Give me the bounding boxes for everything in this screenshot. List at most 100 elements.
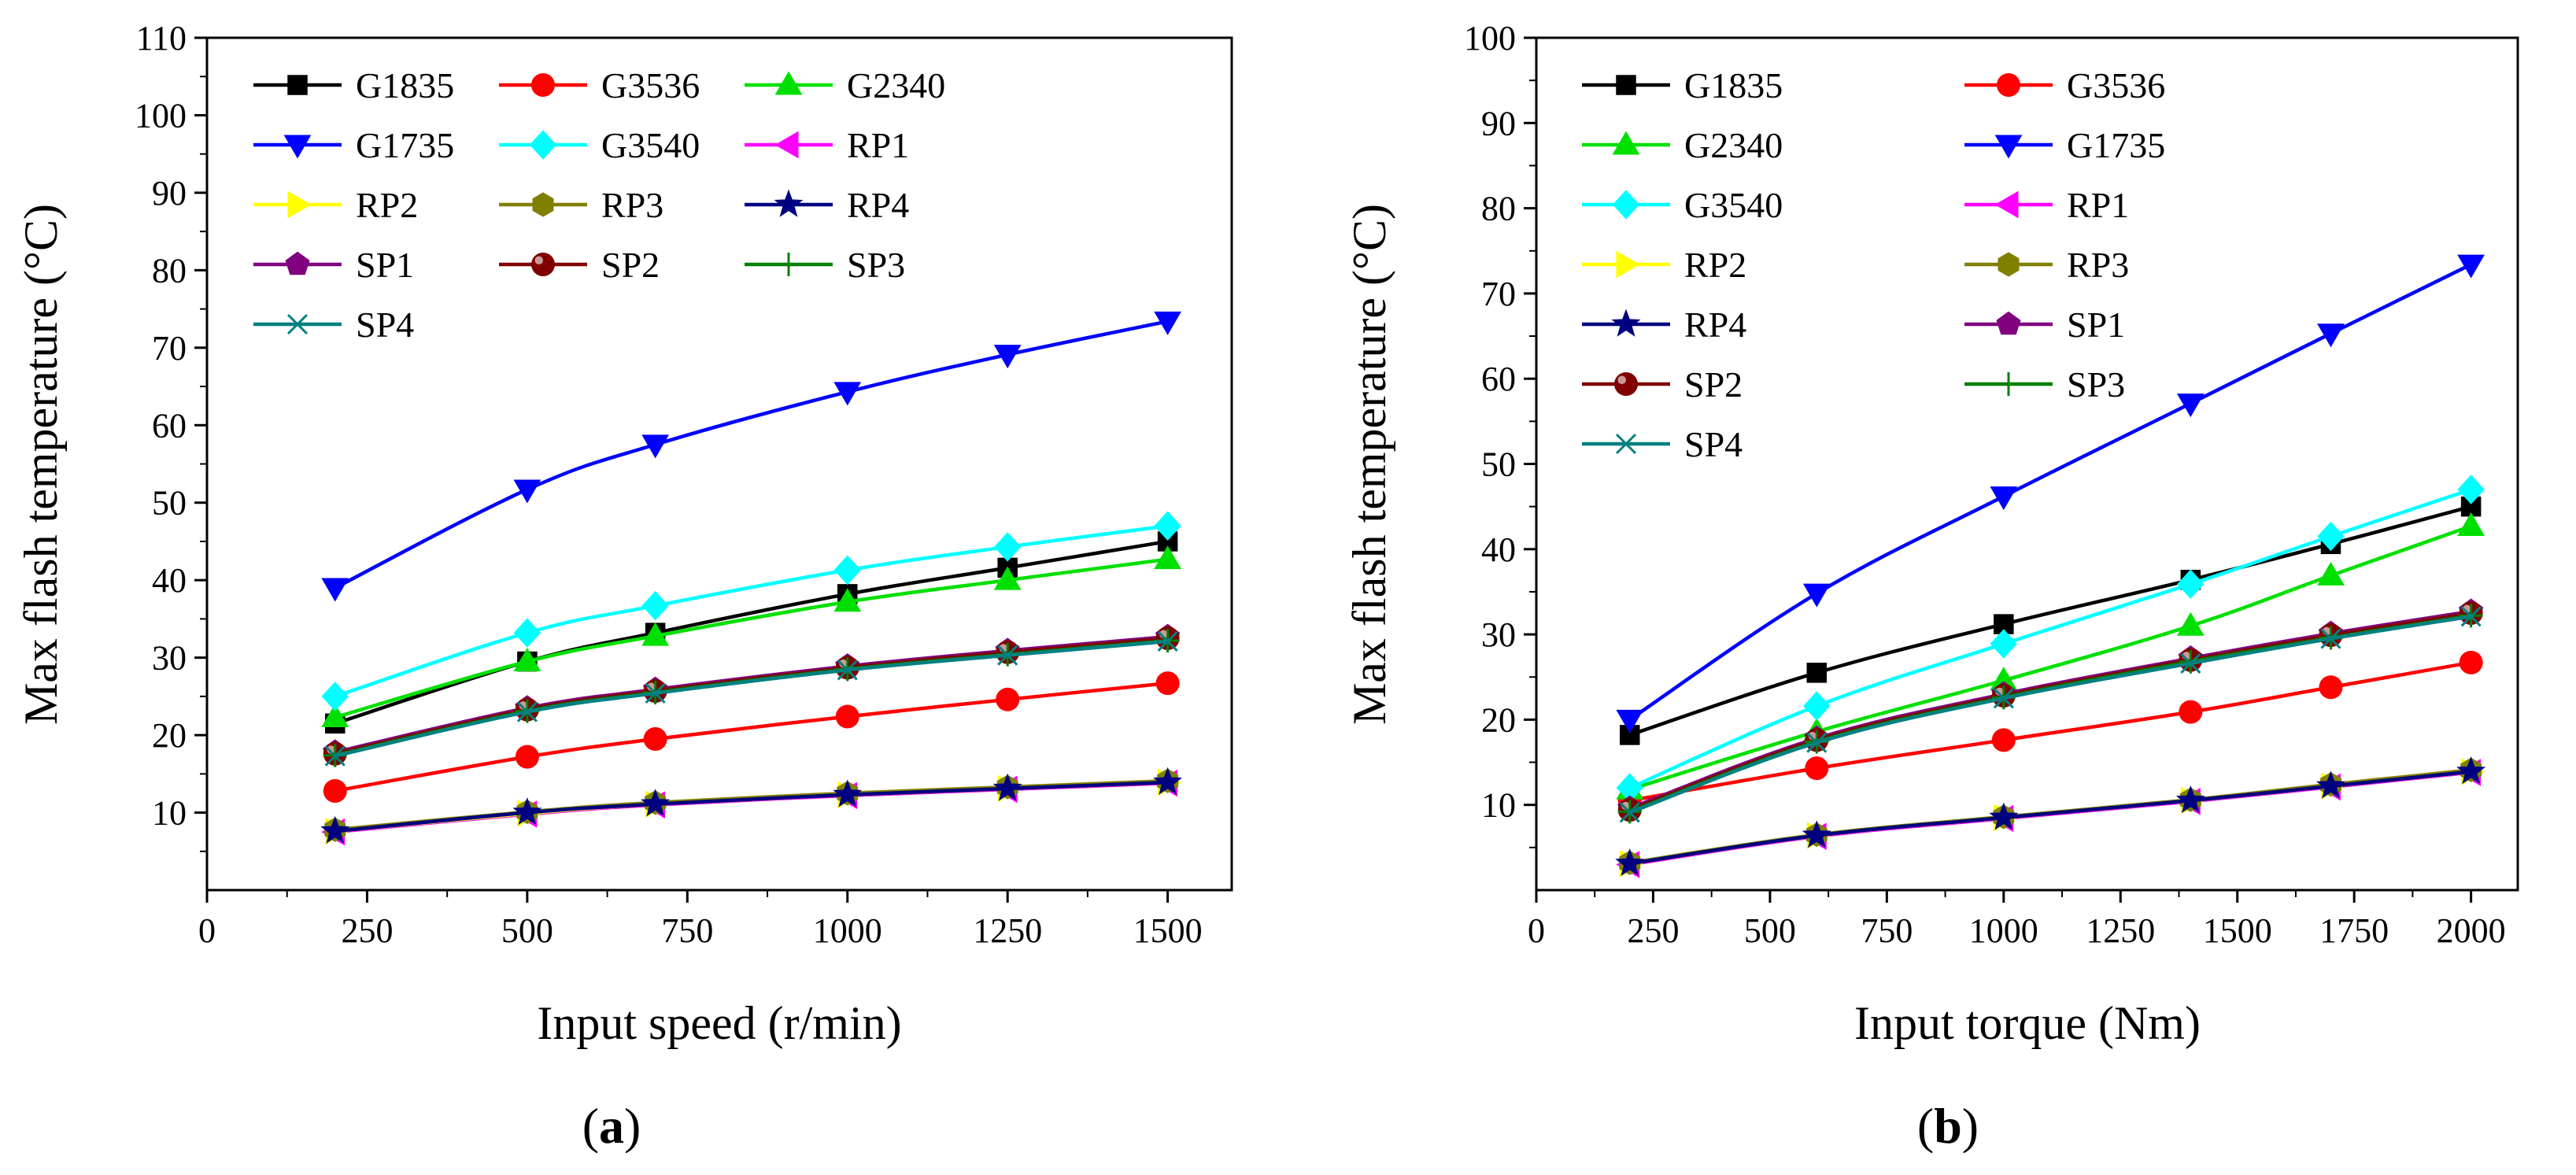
data-point-g1735 xyxy=(2176,394,2205,418)
legend-marker-sp2 xyxy=(531,253,555,276)
y-tick-label: 100 xyxy=(135,96,187,135)
data-point-rp4 xyxy=(1153,767,1183,795)
data-point-g2340 xyxy=(833,588,862,612)
legend-marker-g1835 xyxy=(287,75,308,95)
data-point-g1735 xyxy=(1616,709,1644,733)
series-layer xyxy=(1615,254,2486,878)
legend-label: SP4 xyxy=(356,305,414,345)
series-rp4 xyxy=(1615,756,2486,877)
legend-label: SP2 xyxy=(1684,364,1743,405)
series-g1835 xyxy=(325,531,1178,734)
x-axis-title: Input torque (Nm) xyxy=(1854,997,2201,1049)
series-rp2 xyxy=(325,768,1182,845)
data-point-g1735 xyxy=(1802,583,1831,608)
legend-label: G3540 xyxy=(1684,185,1783,225)
legend-label: RP3 xyxy=(601,185,663,225)
x-tick-label: 1500 xyxy=(1133,911,1203,950)
series-line-rp4 xyxy=(334,780,1168,833)
series-line-sp2 xyxy=(1628,611,2471,812)
y-tick-label: 50 xyxy=(152,484,187,523)
legend-marker-sp1 xyxy=(285,251,310,275)
legend-marker-g3540 xyxy=(529,130,557,160)
legend-label: G2340 xyxy=(1684,125,1783,165)
legend-item-g2340: G2340 xyxy=(745,65,945,105)
series-g1735 xyxy=(321,311,1181,602)
x-tick-label: 1500 xyxy=(2203,911,2272,950)
x-tick-label: 1750 xyxy=(2319,911,2389,950)
x-axis-title: Input speed (r/min) xyxy=(537,997,901,1049)
series-line-g3540 xyxy=(1628,487,2472,790)
legend-marker-sp3 xyxy=(777,253,800,276)
legend-item-rp1: RP1 xyxy=(745,125,909,165)
legend-item-g3536: G3536 xyxy=(499,65,700,105)
series-g1835 xyxy=(1620,496,2482,745)
legend-item-g3540: G3540 xyxy=(1582,185,1783,225)
data-point-rp4 xyxy=(2175,785,2205,814)
legend-label: SP1 xyxy=(356,245,414,285)
data-point-g3540 xyxy=(2457,475,2485,504)
data-point-rp4 xyxy=(833,779,863,807)
legend-label: SP3 xyxy=(2067,364,2125,405)
legend-marker-sp2 xyxy=(1614,372,1638,396)
series-rp4 xyxy=(320,767,1183,844)
legend-label: RP4 xyxy=(847,185,909,225)
series-sp4 xyxy=(324,630,1178,767)
legend-item-g3540: G3540 xyxy=(499,125,700,165)
legend-marker-g1735 xyxy=(1994,135,2023,159)
x-tick-label: 500 xyxy=(501,911,553,950)
legend-marker-rp2 xyxy=(1616,250,1640,279)
series-g3536 xyxy=(1617,650,2483,813)
y-tick-label: 40 xyxy=(1481,530,1516,569)
x-tick-label: 1000 xyxy=(813,911,882,950)
data-point-sp4 xyxy=(324,745,346,767)
data-point-rp4 xyxy=(641,789,671,817)
data-point-g3540 xyxy=(321,682,349,711)
legend-marker-rp4 xyxy=(1611,309,1641,337)
data-point-rp4 xyxy=(992,773,1022,801)
legend-marker-g3536 xyxy=(531,73,555,97)
x-axis-ticks: 0 250 500 750 1000 1250 1500 xyxy=(198,890,1203,950)
legend-item-g1735: G1735 xyxy=(253,125,454,165)
data-point-sp4 xyxy=(516,701,538,722)
x-tick-label: 500 xyxy=(1744,911,1796,950)
data-point-g1735 xyxy=(993,345,1022,369)
legend-item-sp1: SP1 xyxy=(1964,305,2125,345)
series-line-g1835 xyxy=(1629,504,2472,737)
legend-marker-rp2 xyxy=(287,190,312,219)
legend-item-sp2: SP2 xyxy=(499,245,660,285)
data-point-g1835 xyxy=(1806,663,1828,683)
legend-label: RP2 xyxy=(356,185,418,225)
chart-panel-a: 0 250 500 750 1000 1250 1500 10 20 30 40 50 60 70 80 9… xyxy=(15,19,1233,1154)
series-rp3 xyxy=(1619,757,2482,875)
legend-label: G3540 xyxy=(601,125,700,165)
legend-label: G3536 xyxy=(601,65,700,105)
data-point-g3540 xyxy=(1990,629,2017,659)
legend-item-rp2: RP2 xyxy=(1582,245,1746,285)
data-point-rp4 xyxy=(2315,770,2345,799)
legend-item-g2340: G2340 xyxy=(1582,125,1783,165)
series-rp1 xyxy=(321,769,1178,846)
data-point-g3536 xyxy=(835,704,859,729)
data-point-g2340 xyxy=(993,566,1022,590)
legend-item-rp1: RP1 xyxy=(1964,185,2129,225)
data-point-g2340 xyxy=(2317,561,2345,586)
data-point-g3540 xyxy=(2317,521,2345,552)
data-point-g3540 xyxy=(1803,691,1831,721)
data-point-g1735 xyxy=(513,479,541,504)
legend-label: SP4 xyxy=(1684,424,1743,464)
x-tick-label: 1000 xyxy=(1969,911,2038,950)
data-point-sp4 xyxy=(2180,652,2201,674)
legend-item-rp2: RP2 xyxy=(253,185,418,225)
legend-label: G1735 xyxy=(2067,125,2165,165)
data-point-sp4 xyxy=(1157,630,1178,652)
y-tick-label: 30 xyxy=(152,639,187,678)
data-point-sp4 xyxy=(645,682,666,704)
y-tick-label: 110 xyxy=(136,19,187,57)
y-tick-label: 80 xyxy=(152,251,187,290)
legend-item-g1835: G1835 xyxy=(253,65,454,105)
data-point-g2340 xyxy=(641,622,669,646)
legend-item-sp3: SP3 xyxy=(1964,364,2125,405)
legend-label: G1835 xyxy=(356,65,454,105)
series-line-g2340 xyxy=(334,557,1168,719)
series-g3540 xyxy=(1616,475,2485,803)
